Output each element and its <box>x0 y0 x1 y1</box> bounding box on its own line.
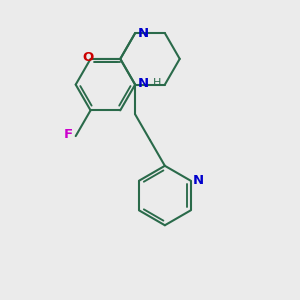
Text: N: N <box>193 174 204 187</box>
Text: N: N <box>137 76 148 90</box>
Text: F: F <box>64 128 73 141</box>
Text: H: H <box>153 78 161 88</box>
Text: O: O <box>82 51 94 64</box>
Text: N: N <box>137 27 148 40</box>
